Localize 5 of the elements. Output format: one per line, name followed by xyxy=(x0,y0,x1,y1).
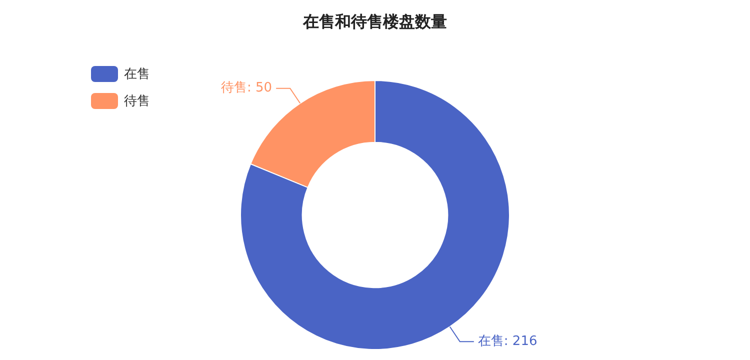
legend-label: 待售 xyxy=(124,92,150,110)
data-label: 待售: 50 xyxy=(221,80,272,96)
legend-label: 在售 xyxy=(124,66,150,82)
chart-title: 在售和待售楼盘数量 xyxy=(302,12,448,33)
data-label: 在售: 216 xyxy=(478,334,538,350)
